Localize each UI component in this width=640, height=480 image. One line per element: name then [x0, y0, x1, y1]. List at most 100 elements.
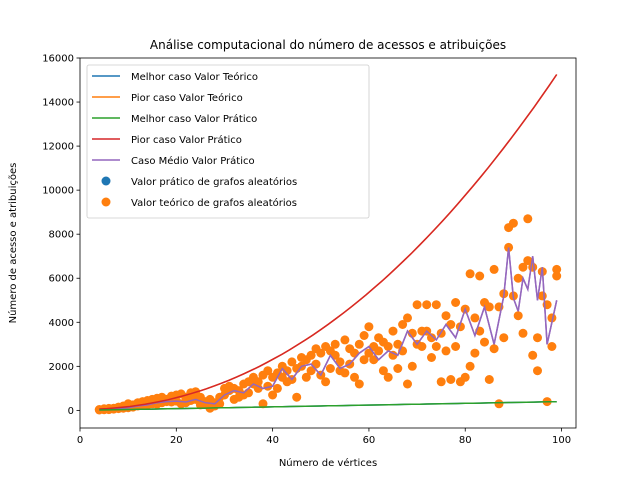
scatter-point: [427, 353, 436, 362]
scatter-point: [287, 357, 297, 367]
legend-box: [86, 64, 370, 219]
legend-label: Melhor caso Valor Prático: [131, 113, 257, 125]
scatter-point: [268, 390, 278, 400]
scatter-point: [388, 350, 398, 360]
scatter-point: [465, 361, 475, 371]
legend-label: Caso Médio Valor Prático: [131, 155, 255, 167]
scatter-point: [552, 271, 562, 281]
legend-label: Pior caso Valor Prático: [131, 134, 242, 146]
x-tick-label: 20: [170, 435, 183, 446]
scatter-point: [508, 218, 518, 228]
scatter-point: [484, 302, 494, 312]
x-tick-label: 100: [552, 435, 571, 446]
scatter-point: [253, 383, 263, 393]
scatter-point: [533, 366, 542, 376]
scatter-point: [518, 262, 528, 272]
x-ticks: 0 20 40 60 80 100: [77, 428, 571, 446]
scatter-point: [422, 300, 432, 310]
scatter-point: [325, 364, 335, 373]
scatter-point: [460, 372, 470, 382]
scatter-point: [354, 379, 364, 389]
scatter-point: [484, 375, 494, 384]
scatter-point: [494, 399, 504, 409]
scatter-point: [441, 311, 451, 321]
legend: Melhor caso Valor Teórico Pior caso Valor…: [86, 64, 370, 219]
scatter-point: [513, 273, 523, 283]
plot-frame: [79, 57, 577, 429]
scatter-point: [475, 271, 485, 281]
scatter-point: [547, 313, 557, 323]
scatter-point: [340, 335, 350, 345]
x-tick-label: 80: [459, 435, 472, 446]
scatter-point: [350, 348, 359, 358]
y-tick-label: 16000: [42, 54, 74, 65]
scatter-point: [412, 300, 422, 310]
scatter-point: [282, 366, 292, 376]
y-tick-label: 8000: [49, 230, 74, 241]
scatter-point: [292, 392, 302, 402]
series-line-2: [99, 400, 557, 411]
scatter-point: [470, 313, 480, 323]
scatter-point: [451, 298, 461, 307]
scatter-point: [446, 375, 456, 384]
scatter-point: [388, 326, 398, 336]
scatter-point: [417, 342, 427, 351]
scatter-point: [354, 339, 364, 349]
x-tick-label: 60: [363, 435, 376, 446]
y-tick-label: 4000: [49, 318, 74, 329]
scatter-point: [321, 377, 331, 387]
scatter-point: [427, 333, 436, 343]
scatter-point: [253, 377, 263, 387]
scatter-point: [316, 348, 326, 358]
scatter-point: [528, 262, 538, 272]
scatter-point: [359, 331, 369, 340]
y-tick-label: 0: [68, 406, 74, 417]
scatter-point: [465, 269, 475, 279]
scatter-point: [393, 364, 403, 373]
x-tick-label: 40: [266, 435, 279, 446]
legend-dot-swatch: [101, 176, 111, 186]
scatter-point: [547, 342, 557, 351]
scatter-point: [393, 339, 403, 349]
scatter-point: [407, 361, 417, 371]
scatter-point: [364, 348, 374, 358]
scatter-point: [378, 366, 388, 376]
scatter-point: [523, 256, 533, 266]
y-tick-label: 14000: [42, 98, 74, 109]
scatter-point: [383, 372, 393, 382]
scatter-point: [306, 366, 316, 376]
scatter-point: [301, 372, 311, 382]
legend-label: Pior caso Valor Teórico: [131, 92, 243, 104]
scatter-point: [403, 379, 412, 389]
scatter-point: [451, 342, 461, 351]
x-axis-label: Número de vértices: [279, 457, 377, 469]
scatter-layer: [94, 74, 562, 415]
x-tick-label: 0: [77, 435, 83, 446]
legend-label: Valor teórico de grafos aleatórios: [131, 197, 297, 209]
scatter-point: [523, 214, 533, 224]
scatter-point: [436, 377, 446, 387]
scatter-point: [258, 399, 268, 409]
y-tick-label: 10000: [42, 186, 74, 197]
scatter-point: [340, 368, 350, 378]
y-ticks: 0 2000 4000 6000 8000 10000 12000 14000 16000: [42, 54, 80, 417]
scatter-point: [489, 264, 499, 274]
legend-dot-swatch: [101, 197, 111, 207]
series-line-average: [99, 247, 558, 411]
scatter-point: [552, 264, 562, 274]
scatter-point: [364, 322, 374, 332]
scatter-point: [403, 313, 412, 323]
scatter-point: [311, 359, 321, 369]
y-axis-label: Número de acesso e atribuições: [7, 163, 19, 324]
legend-label: Valor prático de grafos aleatórios: [131, 176, 297, 188]
scatter-point: [431, 300, 441, 310]
series-line-3: [99, 74, 558, 410]
scatter-point: [470, 348, 480, 358]
scatter-point: [369, 355, 379, 365]
scatter-point: [244, 388, 253, 398]
chart-title: Análise computacional do número de acess…: [150, 38, 506, 52]
scatter-point: [374, 346, 384, 356]
scatter-point: [489, 344, 499, 354]
scatter-point: [441, 346, 451, 356]
